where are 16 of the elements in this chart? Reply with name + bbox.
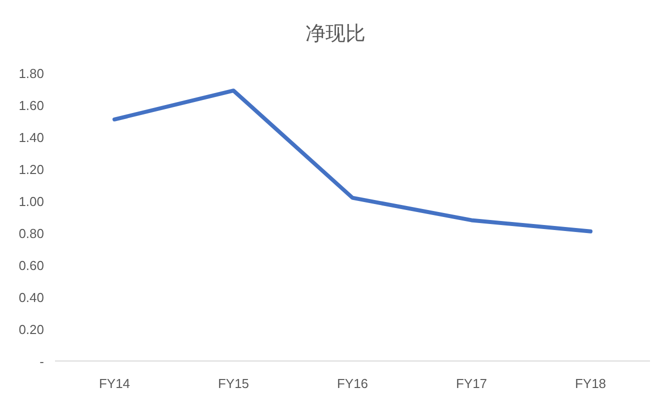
chart-title: 净现比 (306, 23, 366, 45)
y-tick-label: - (40, 354, 44, 369)
y-tick-label: 1.40 (18, 130, 44, 145)
x-tick-label: FY14 (98, 376, 130, 391)
y-tick-label: 1.00 (18, 194, 44, 209)
y-tick-label: 0.80 (18, 226, 44, 241)
y-tick-label: 0.40 (18, 290, 44, 305)
y-tick-label: 0.60 (18, 258, 44, 273)
y-tick-label: 0.20 (18, 322, 44, 337)
y-tick-label: 1.80 (18, 66, 44, 81)
y-tick-label: 1.20 (18, 162, 44, 177)
x-tick-label: FY15 (218, 376, 250, 391)
x-tick-label: FY16 (336, 376, 368, 391)
y-tick-label: 1.60 (18, 98, 44, 113)
x-tick-label: FY17 (456, 376, 488, 391)
x-tick-label: FY18 (574, 376, 606, 391)
